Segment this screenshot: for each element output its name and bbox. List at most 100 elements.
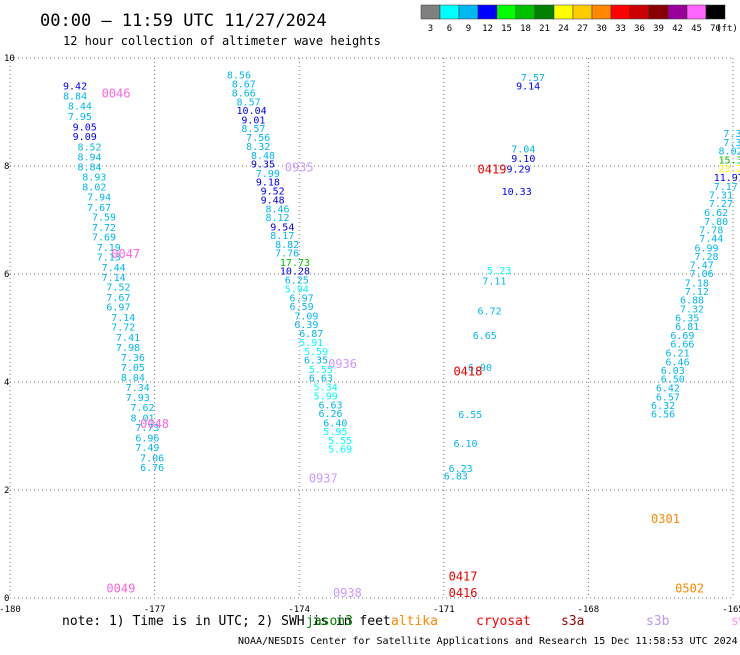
x-tick-label: -177 bbox=[144, 605, 166, 615]
wave-height-point: 8.82 bbox=[275, 240, 299, 251]
wave-height-point: 7.44 bbox=[102, 263, 126, 274]
legend-label: 36 bbox=[634, 24, 645, 34]
pass-labels: 0049 0048 0047 0046 0938 0937 0936 0935 0416 0417… bbox=[102, 86, 704, 600]
legend-label: 12 bbox=[482, 24, 493, 34]
x-tick-label: -180 bbox=[0, 605, 21, 615]
footer-note: note: 1) Time is in UTC; 2) SWH is in fe… bbox=[62, 614, 391, 629]
legend-swatch bbox=[572, 4, 593, 20]
wave-height-point: 9.48 bbox=[261, 195, 285, 206]
wave-height-point: 9.10 bbox=[511, 154, 535, 165]
pass-time-label: 0502 bbox=[675, 582, 704, 596]
wave-height-point: 7.57 bbox=[521, 73, 545, 84]
legend-label: 15 bbox=[501, 24, 512, 34]
wave-height-point: 7.05 bbox=[121, 363, 145, 374]
legend-swatch bbox=[591, 4, 612, 20]
wave-height-point: 9.09 bbox=[73, 132, 97, 143]
wave-height-point: 6.21 bbox=[666, 349, 690, 360]
wave-height-point: 11.97 bbox=[714, 173, 740, 184]
wave-height-point: 6.46 bbox=[666, 357, 690, 368]
wave-height-point: 8.56 bbox=[227, 71, 251, 82]
wave-height-point: 6.97 bbox=[106, 303, 130, 314]
legend-label: 45 bbox=[691, 24, 702, 34]
wave-height-point: 6.10 bbox=[453, 439, 477, 450]
wave-height-point: 6.26 bbox=[318, 409, 342, 420]
wave-height-point: 6.57 bbox=[656, 392, 680, 403]
wave-height-point: 7.52 bbox=[106, 283, 130, 294]
legend-label: 6 bbox=[447, 24, 452, 34]
wave-height-point: 6.63 bbox=[318, 400, 342, 411]
wave-height-point: 7.09 bbox=[294, 311, 318, 322]
wave-height-point: 8.94 bbox=[77, 153, 101, 164]
legend-label: 24 bbox=[558, 24, 569, 34]
satellite-label: cryosat bbox=[476, 614, 531, 629]
legend-swatch bbox=[458, 4, 479, 20]
wave-height-point: 9.01 bbox=[241, 115, 265, 126]
wave-height-point: 7.34 bbox=[126, 383, 150, 394]
pass-time-label: 0417 bbox=[449, 570, 478, 584]
wave-height-point: 7.73 bbox=[135, 423, 159, 434]
wave-height-point: 6.42 bbox=[656, 384, 680, 395]
wave-height-point: 6.55 bbox=[458, 410, 482, 421]
wave-height-point: 6.83 bbox=[444, 472, 468, 483]
x-tick-label: -165 bbox=[722, 605, 740, 615]
wave-height-point: 7.32 bbox=[680, 304, 704, 315]
satellite-label: s3a bbox=[561, 614, 584, 629]
wave-height-point: 7.14 bbox=[111, 313, 135, 324]
legend-swatch bbox=[705, 4, 726, 20]
wave-height-point: 10.28 bbox=[280, 267, 310, 278]
wave-height-point: 6.56 bbox=[651, 410, 675, 421]
wave-height-point: 6.88 bbox=[680, 296, 704, 307]
wave-height-point: 8.32 bbox=[246, 142, 270, 153]
pass-time-label: 0416 bbox=[449, 586, 478, 600]
wave-height-point: 6.87 bbox=[299, 329, 323, 340]
wave-height-point: 7.14 bbox=[102, 273, 126, 284]
wave-height-point: 7.27 bbox=[709, 199, 733, 210]
legend-swatch bbox=[420, 4, 441, 20]
wave-height-point: 7.36 bbox=[121, 353, 145, 364]
wave-height-point: 9.35 bbox=[251, 160, 275, 171]
wave-height-point: 7.11 bbox=[482, 276, 506, 287]
pass-time-label: 0937 bbox=[309, 471, 338, 485]
wave-height-point: 9.42 bbox=[63, 81, 87, 92]
legend-swatch bbox=[439, 4, 460, 20]
wave-height-point: 6.76 bbox=[140, 463, 164, 474]
wave-height-point: 7.76 bbox=[275, 249, 299, 260]
pass-time-label: 0048 bbox=[140, 417, 169, 431]
wave-height-point: 8.17 bbox=[270, 231, 294, 242]
wave-height-point: 8.02 bbox=[719, 147, 740, 158]
wave-height-point: 9.52 bbox=[261, 187, 285, 198]
wave-height-point: 7.04 bbox=[511, 145, 535, 156]
legend-label: 27 bbox=[577, 24, 588, 34]
wave-height-point: 9.29 bbox=[506, 164, 530, 175]
wave-height-point: 7.06 bbox=[140, 453, 164, 464]
wave-height-point: 23.21 bbox=[719, 164, 740, 175]
y-tick-label: 0 bbox=[4, 594, 9, 604]
wave-height-point: 8.57 bbox=[237, 98, 261, 109]
legend-label: 70 bbox=[710, 24, 721, 34]
wave-height-point: 7.98 bbox=[116, 343, 140, 354]
wave-height-point: 10.04 bbox=[237, 106, 267, 117]
wave-height-point: 8.93 bbox=[82, 173, 106, 184]
satellite-label: jason3 bbox=[306, 614, 353, 629]
wave-height-point: 9.14 bbox=[516, 81, 540, 92]
wave-height-point: 5.91 bbox=[299, 338, 323, 349]
grid-lines bbox=[9, 57, 734, 599]
wave-height-point: 7.67 bbox=[106, 293, 130, 304]
legend-swatch bbox=[515, 4, 536, 20]
x-tick-label: -171 bbox=[433, 605, 455, 615]
wave-height-point: 7.17 bbox=[714, 182, 738, 193]
wave-height-point: 7.31 bbox=[723, 129, 740, 140]
wave-height-point: 6.50 bbox=[661, 375, 685, 386]
wave-height-point: 5.55 bbox=[309, 365, 333, 376]
wave-height-point: 8.48 bbox=[251, 151, 275, 162]
wave-height-point: 9.54 bbox=[270, 222, 294, 233]
wave-height-point: 7.94 bbox=[87, 193, 111, 204]
wave-height-point: 6.96 bbox=[135, 433, 159, 444]
wave-height-point: 8.52 bbox=[77, 142, 101, 153]
wave-height-point: 7.12 bbox=[685, 287, 709, 298]
wave-height-point: 5.34 bbox=[314, 383, 338, 394]
wave-height-point: 7.18 bbox=[685, 278, 709, 289]
legend-label: 18 bbox=[520, 24, 531, 34]
wave-height-point: 5.55 bbox=[328, 436, 352, 447]
